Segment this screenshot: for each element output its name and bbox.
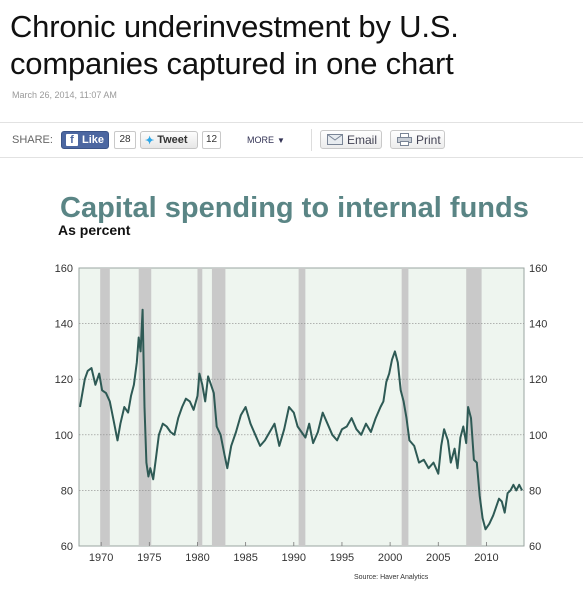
share-divider: [311, 129, 312, 151]
facebook-like-count: 28: [114, 131, 136, 149]
twitter-tweet-button[interactable]: ✦ Tweet: [140, 131, 198, 149]
headline-line-1: Chronic underinvestment by U.S.: [10, 9, 459, 44]
more-share-options[interactable]: MORE ▼: [247, 135, 285, 145]
chart-title: Capital spending to internal funds: [60, 192, 529, 224]
recession-band: [100, 268, 110, 546]
facebook-like-button[interactable]: f Like: [61, 131, 109, 149]
y-tick-label-right: 120: [529, 374, 547, 386]
x-tick-label: 1990: [282, 552, 306, 564]
y-tick-label-right: 60: [529, 541, 541, 553]
tweet-count: 12: [202, 131, 221, 149]
capital-spending-chart: Capital spending to internal funds As pe…: [55, 192, 548, 581]
x-tick-label: 2005: [426, 552, 450, 564]
chart-source: Source: Haver Analytics: [354, 574, 429, 581]
email-button[interactable]: Email: [320, 130, 382, 149]
article-headline: Chronic underinvestment by U.S. companie…: [10, 8, 575, 82]
x-tick-label: 1975: [137, 552, 161, 564]
share-label: SHARE:: [12, 134, 53, 146]
print-button[interactable]: Print: [390, 130, 445, 149]
x-tick-label: 2010: [474, 552, 498, 564]
y-tick-label-left: 60: [61, 541, 73, 553]
printer-icon: [397, 133, 412, 146]
tweet-label: Tweet: [157, 134, 188, 146]
y-tick-label-right: 140: [529, 319, 547, 331]
x-tick-label: 1995: [330, 552, 354, 564]
y-tick-label-left: 80: [61, 485, 73, 497]
recession-band: [211, 268, 226, 546]
twitter-bird-icon: ✦: [145, 134, 155, 147]
series-line: [79, 308, 523, 531]
email-label: Email: [347, 132, 378, 147]
y-tick-label-left: 120: [55, 374, 73, 386]
y-tick-label-left: 100: [55, 430, 73, 442]
chart-container: Capital spending to internal funds As pe…: [37, 176, 583, 588]
y-tick-label-left: 160: [55, 263, 73, 275]
y-tick-label-right: 160: [529, 263, 547, 275]
facebook-like-label: Like: [82, 134, 105, 146]
x-tick-label: 1985: [233, 552, 257, 564]
share-bar: SHARE: f Like 28 ✦ Tweet 12 MORE ▼ Email …: [0, 122, 583, 158]
envelope-icon: [327, 134, 343, 145]
y-tick-label-right: 100: [529, 430, 547, 442]
headline-line-2: companies captured in one chart: [10, 46, 454, 81]
x-tick-label: 1980: [185, 552, 209, 564]
print-label: Print: [416, 132, 441, 147]
article-timestamp: March 26, 2014, 11:07 AM: [12, 90, 117, 100]
chart-subtitle: As percent: [58, 222, 131, 238]
y-tick-label-left: 140: [55, 319, 73, 331]
y-tick-label-right: 80: [529, 485, 541, 497]
more-label: MORE: [247, 135, 274, 145]
recession-band: [298, 268, 306, 546]
recession-band: [197, 268, 203, 546]
x-tick-label: 2000: [378, 552, 402, 564]
caret-down-icon: ▼: [277, 136, 285, 145]
facebook-icon: f: [66, 134, 78, 146]
x-tick-label: 1970: [89, 552, 113, 564]
